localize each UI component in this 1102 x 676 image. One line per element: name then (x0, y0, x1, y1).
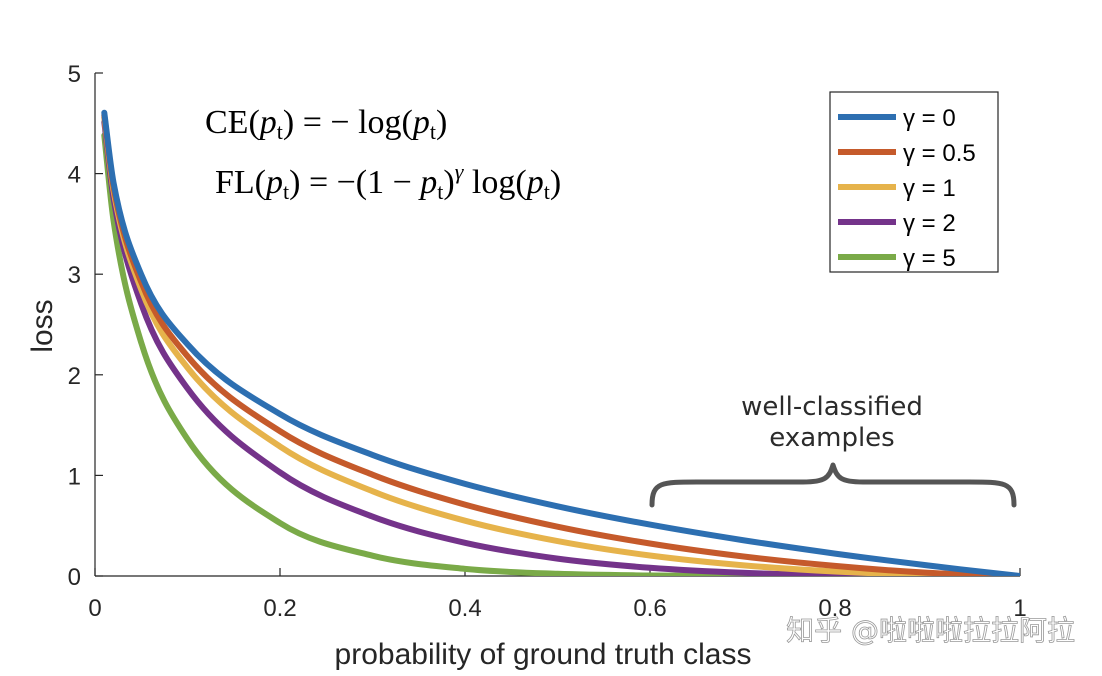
y-tick-label: 1 (68, 463, 81, 490)
y-ticks: 0 1 2 3 4 5 (68, 61, 103, 591)
series-lines (101, 109, 1020, 576)
legend-label: γ = 1 (903, 175, 956, 202)
y-tick-label: 0 (68, 564, 81, 591)
x-tick-label: 0.4 (448, 595, 481, 622)
plot-area: 0 0.2 0.4 0.6 0.8 1 0 1 2 3 4 5 (68, 61, 1027, 622)
legend-label: γ = 5 (903, 245, 956, 272)
formula-ce: CE(pt) = − log(pt) (205, 104, 447, 144)
x-axis-label: probability of ground truth class (335, 638, 752, 671)
watermark: 知乎 @啦啦啦拉拉阿拉 (786, 614, 1075, 647)
y-tick-label: 2 (68, 363, 81, 390)
x-tick-label: 0.6 (633, 595, 666, 622)
x-tick-label: 0.2 (263, 595, 296, 622)
formula-block: CE(pt) = − log(pt) FL(pt) = −(1 − pt)γ l… (205, 104, 561, 204)
legend-label: γ = 0 (903, 105, 956, 132)
bracket-annotation: well-classified examples (649, 392, 1017, 508)
legend-label: γ = 0.5 (903, 140, 976, 167)
x-ticks: 0 0.2 0.4 0.6 0.8 1 (88, 568, 1027, 622)
y-tick-label: 5 (68, 61, 81, 88)
x-tick-label: 1 (1013, 595, 1026, 622)
series-line-0 (101, 109, 1020, 576)
y-tick-label: 3 (68, 262, 81, 289)
legend-label: γ = 2 (903, 210, 956, 237)
formula-fl: FL(pt) = −(1 − pt)γ log(pt) (215, 159, 561, 204)
y-tick-label: 4 (68, 162, 81, 189)
x-tick-label: 0 (88, 595, 101, 622)
legend-items: γ = 0 γ = 0.5 γ = 1 γ = 2 γ = 5 (838, 105, 976, 272)
series-line-3 (101, 119, 1020, 576)
x-tick-label: 0.8 (818, 595, 851, 622)
legend-box (829, 91, 999, 273)
bracket-label-line2: examples (769, 423, 894, 453)
curly-brace (649, 462, 1017, 508)
series-line-1 (101, 112, 1020, 576)
y-axis-label: loss (26, 299, 59, 352)
bracket-label-line1: well-classified (741, 392, 923, 422)
legend: γ = 0 γ = 0.5 γ = 1 γ = 2 γ = 5 (829, 91, 999, 273)
